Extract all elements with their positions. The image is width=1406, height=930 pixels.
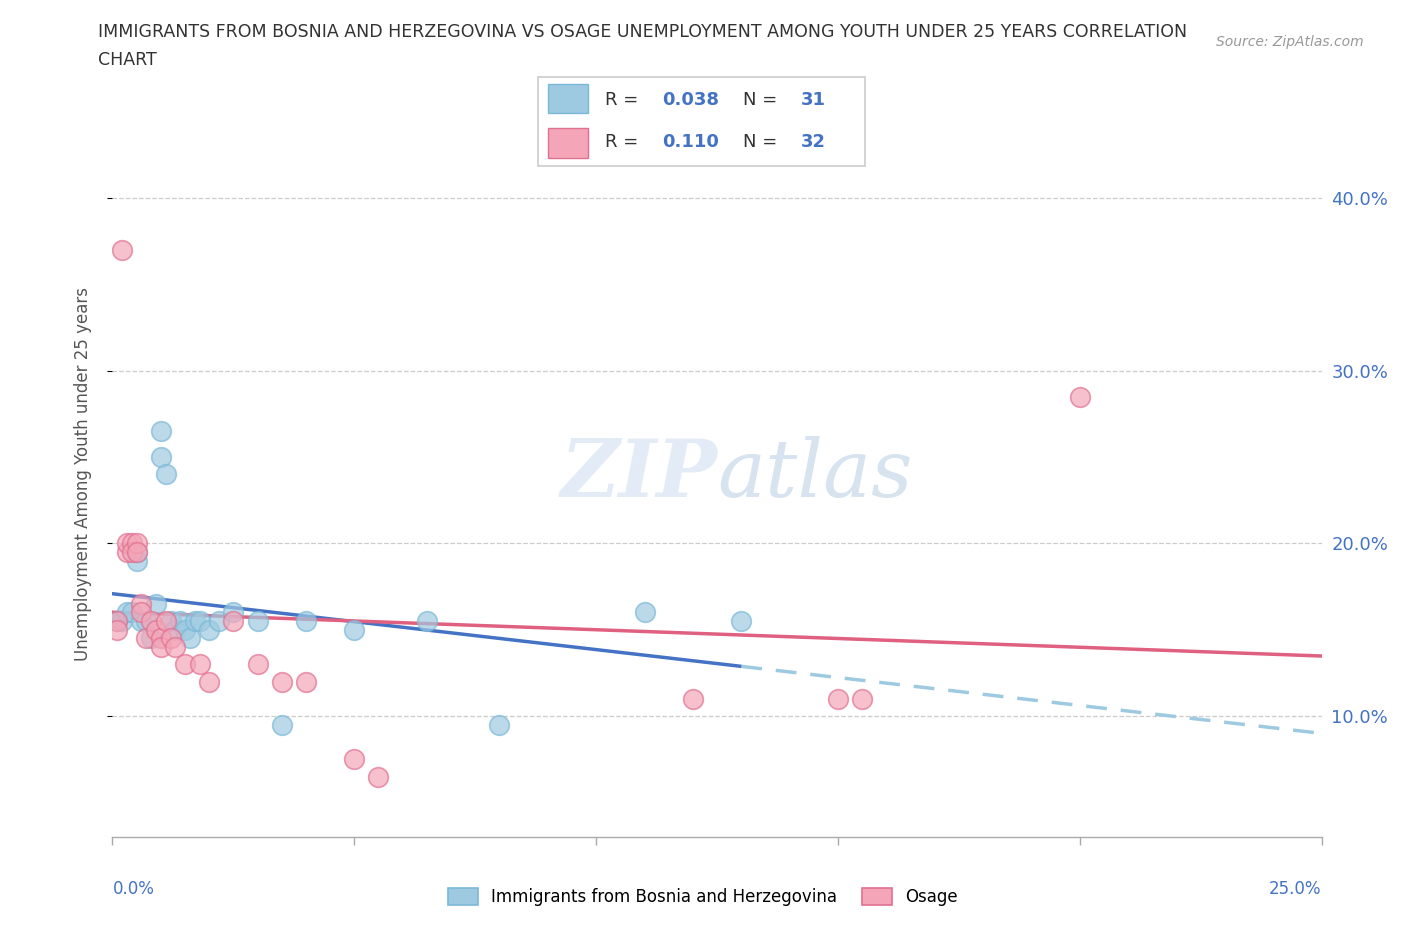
Text: 0.038: 0.038 bbox=[662, 90, 720, 109]
Point bbox=[730, 614, 752, 629]
Point bbox=[141, 614, 163, 629]
Text: CHART: CHART bbox=[98, 51, 157, 69]
Point bbox=[169, 614, 191, 629]
Point bbox=[1069, 389, 1091, 404]
Point bbox=[125, 545, 148, 560]
Text: 0.110: 0.110 bbox=[662, 133, 720, 152]
Point bbox=[851, 691, 873, 706]
Point bbox=[135, 614, 157, 629]
Point bbox=[111, 243, 134, 258]
Point bbox=[121, 545, 143, 560]
Y-axis label: Unemployment Among Youth under 25 years: Unemployment Among Youth under 25 years bbox=[73, 287, 91, 661]
Point bbox=[105, 622, 128, 637]
Text: 0.0%: 0.0% bbox=[112, 880, 155, 898]
FancyBboxPatch shape bbox=[548, 84, 588, 113]
Text: atlas: atlas bbox=[717, 435, 912, 513]
Point bbox=[188, 614, 211, 629]
Text: Source: ZipAtlas.com: Source: ZipAtlas.com bbox=[1216, 35, 1364, 49]
Point bbox=[183, 614, 205, 629]
Point bbox=[131, 614, 153, 629]
Point bbox=[488, 717, 510, 732]
Point bbox=[111, 614, 134, 629]
Point bbox=[145, 596, 167, 611]
Point bbox=[131, 596, 153, 611]
Point bbox=[246, 614, 269, 629]
Point bbox=[115, 605, 138, 620]
Text: N =: N = bbox=[744, 133, 783, 152]
Point bbox=[155, 614, 177, 629]
Text: R =: R = bbox=[605, 90, 644, 109]
Point bbox=[343, 751, 366, 766]
Point bbox=[633, 605, 655, 620]
Point bbox=[121, 605, 143, 620]
Point bbox=[682, 691, 704, 706]
Point bbox=[246, 657, 269, 671]
Point bbox=[105, 614, 128, 629]
Point bbox=[174, 657, 197, 671]
Point bbox=[165, 640, 187, 655]
Point bbox=[165, 622, 187, 637]
Point bbox=[125, 553, 148, 568]
Point bbox=[155, 467, 177, 482]
Point bbox=[188, 657, 211, 671]
Point bbox=[149, 631, 172, 645]
Text: 32: 32 bbox=[801, 133, 825, 152]
Point bbox=[222, 614, 245, 629]
Point bbox=[295, 674, 318, 689]
Point bbox=[270, 674, 292, 689]
Point bbox=[121, 536, 143, 551]
Point bbox=[145, 622, 167, 637]
Point bbox=[295, 614, 318, 629]
Point bbox=[367, 769, 389, 784]
Point bbox=[343, 622, 366, 637]
Text: 25.0%: 25.0% bbox=[1270, 880, 1322, 898]
Text: ZIP: ZIP bbox=[560, 435, 717, 513]
Legend: Immigrants from Bosnia and Herzegovina, Osage: Immigrants from Bosnia and Herzegovina, … bbox=[441, 881, 965, 912]
Point bbox=[159, 614, 181, 629]
Text: IMMIGRANTS FROM BOSNIA AND HERZEGOVINA VS OSAGE UNEMPLOYMENT AMONG YOUTH UNDER 2: IMMIGRANTS FROM BOSNIA AND HERZEGOVINA V… bbox=[98, 23, 1188, 41]
Point bbox=[827, 691, 849, 706]
Point bbox=[222, 605, 245, 620]
Point bbox=[270, 717, 292, 732]
FancyBboxPatch shape bbox=[537, 77, 865, 166]
Point bbox=[131, 605, 153, 620]
Point bbox=[105, 614, 128, 629]
Point bbox=[115, 545, 138, 560]
FancyBboxPatch shape bbox=[548, 128, 588, 158]
Point bbox=[198, 674, 221, 689]
Point bbox=[159, 631, 181, 645]
Point bbox=[125, 545, 148, 560]
Text: N =: N = bbox=[744, 90, 783, 109]
Text: R =: R = bbox=[605, 133, 650, 152]
Point bbox=[149, 449, 172, 464]
Point bbox=[179, 631, 201, 645]
Point bbox=[198, 622, 221, 637]
Point bbox=[416, 614, 439, 629]
Point bbox=[115, 536, 138, 551]
Point bbox=[208, 614, 231, 629]
Point bbox=[135, 631, 157, 645]
Point bbox=[125, 536, 148, 551]
Point bbox=[141, 631, 163, 645]
Point bbox=[174, 622, 197, 637]
Point bbox=[149, 424, 172, 439]
Point bbox=[149, 640, 172, 655]
Text: 31: 31 bbox=[801, 90, 825, 109]
